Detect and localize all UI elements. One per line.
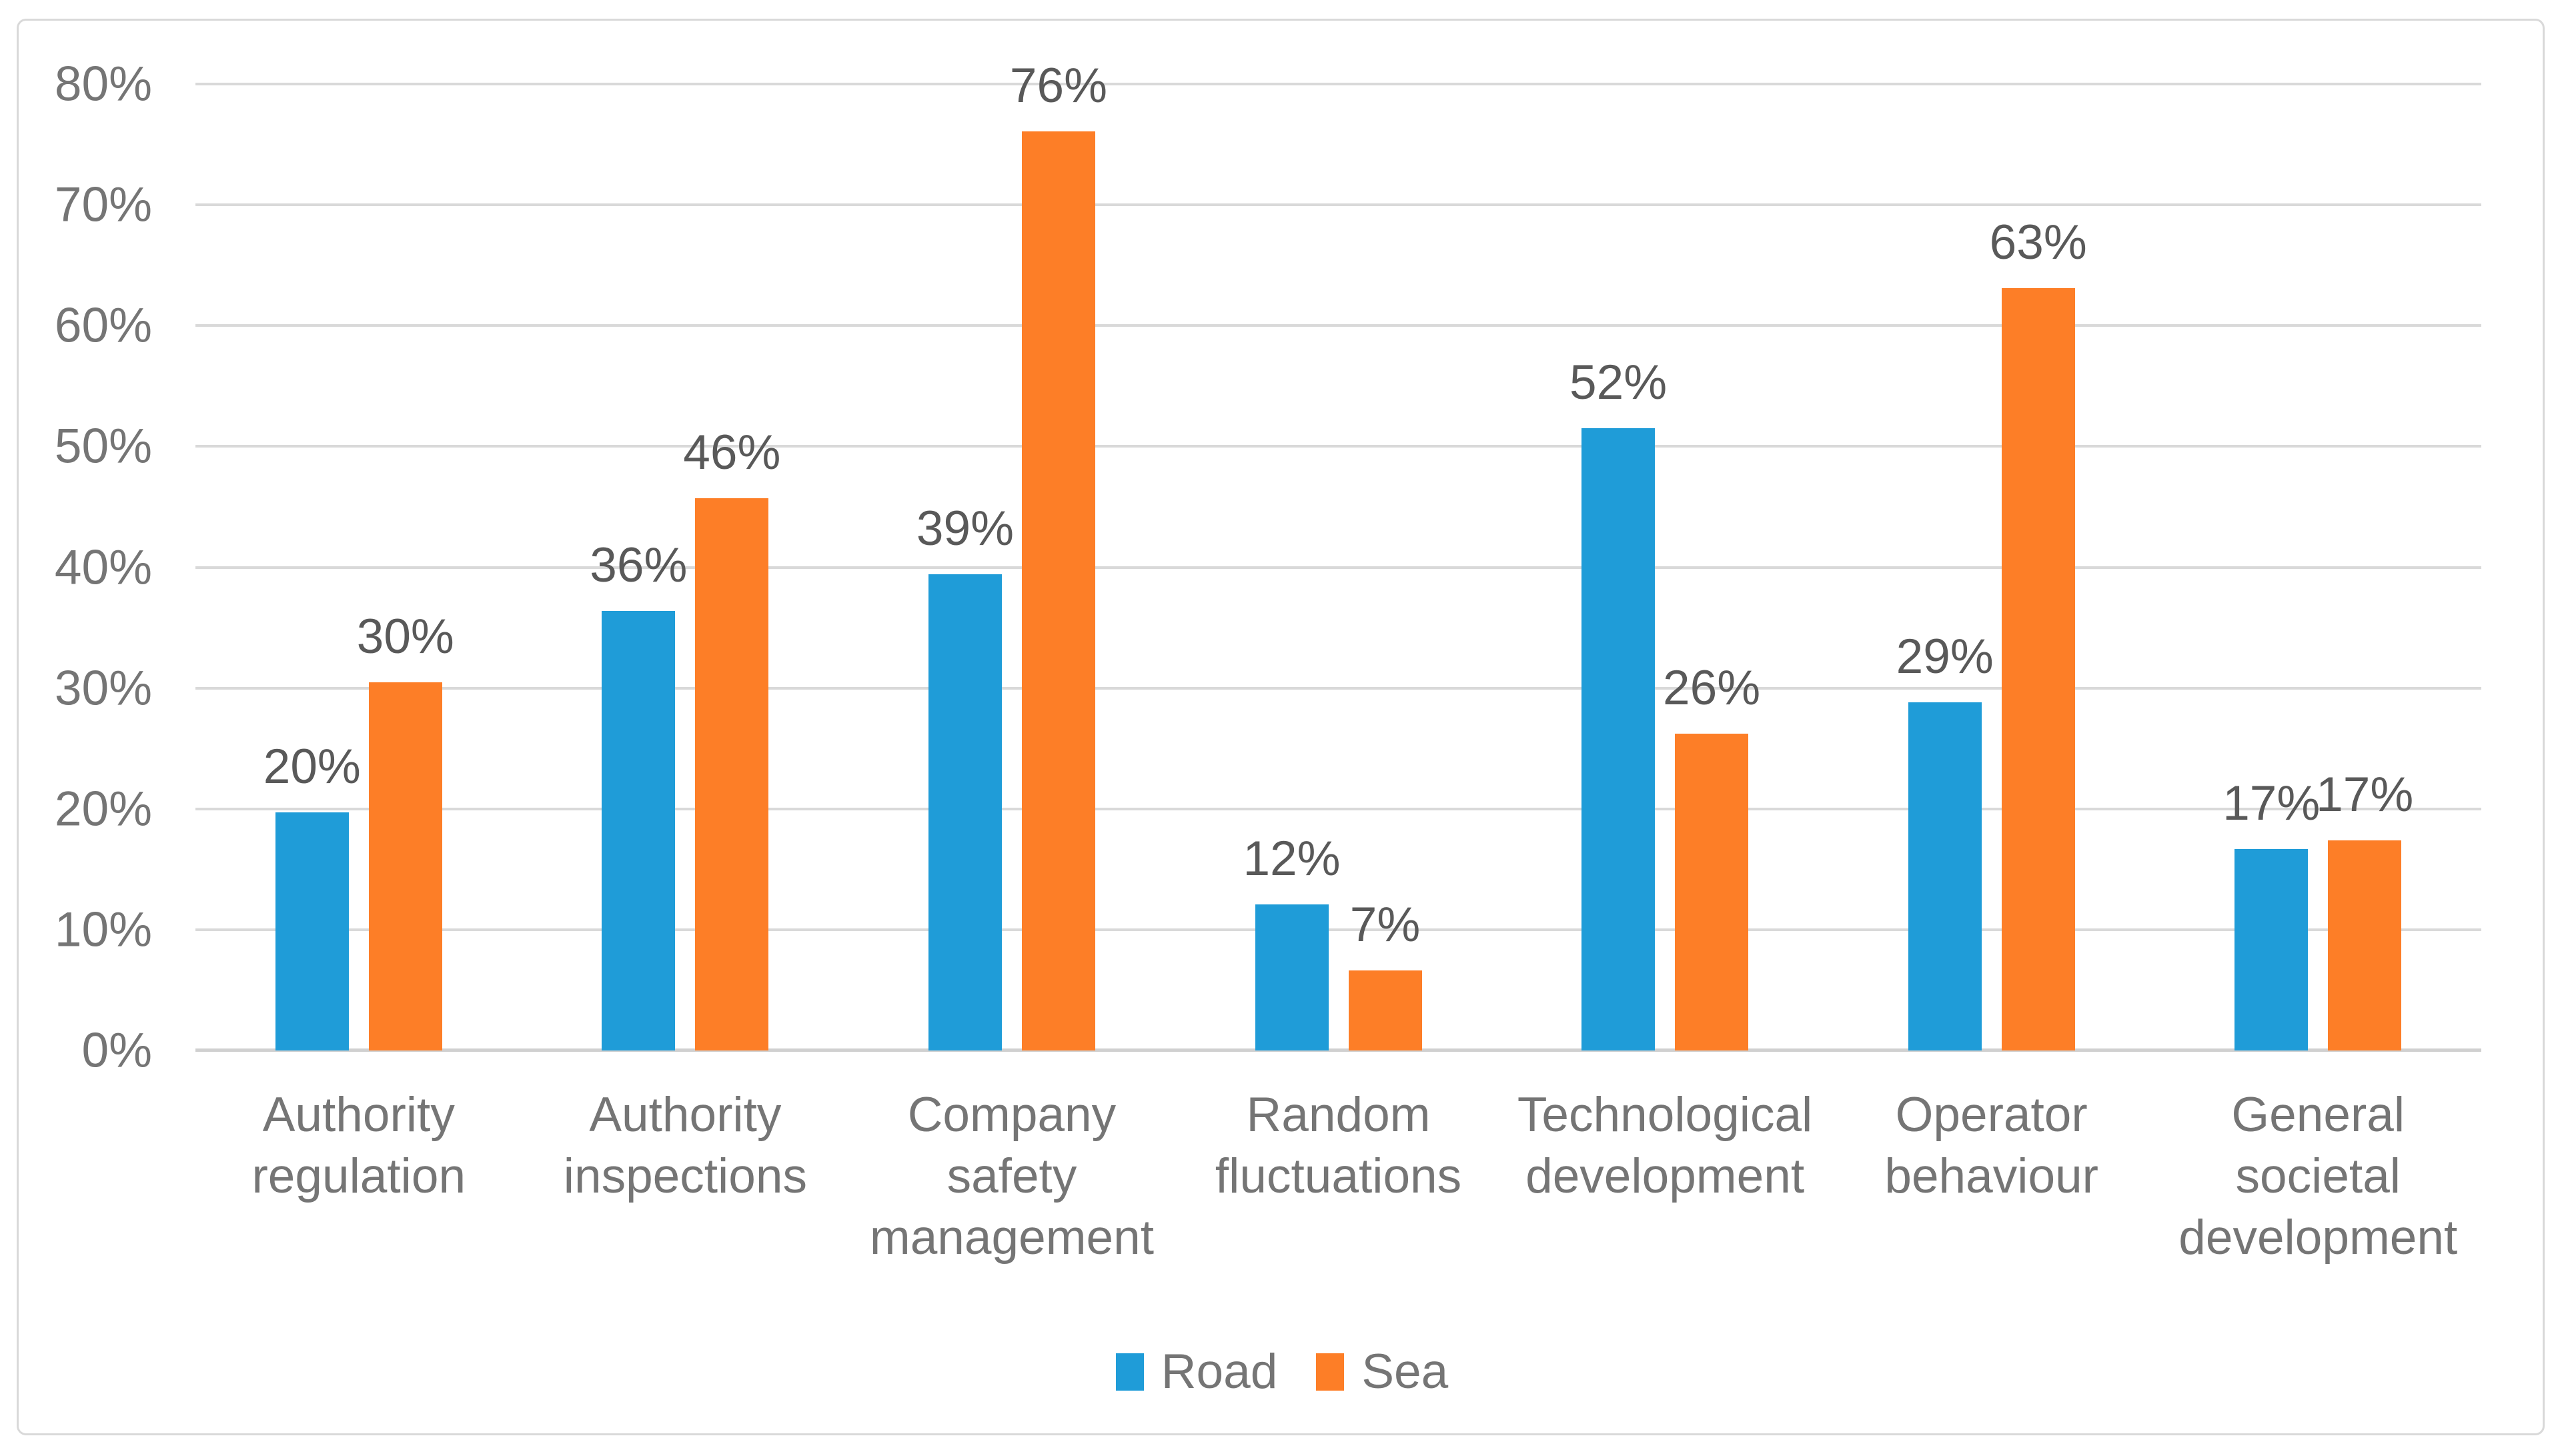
bar-value-label: 46% [683, 426, 781, 480]
category-label: Technological development [1517, 1088, 1813, 1203]
y-tick-label: 30% [54, 661, 152, 716]
gridline [195, 83, 2481, 85]
bar-value-label: 12% [1243, 831, 1341, 886]
bar-road: 39% [916, 504, 1014, 1050]
category-label: Authority inspections [563, 1088, 807, 1203]
bar-value-label: 63% [1989, 215, 2087, 270]
y-tick-label: 70% [54, 177, 152, 232]
bar-value-label: 52% [1569, 355, 1668, 410]
category-group: 36% 46% [522, 84, 849, 1050]
legend-label: Road [1161, 1345, 1278, 1399]
y-axis: 0% 10% 20% 30% 40% 50% 60% 70% 80% [0, 60, 152, 1075]
bar-road: 12% [1243, 834, 1341, 1050]
bar-sea: 76% [1010, 61, 1107, 1050]
y-tick-label: 60% [54, 298, 152, 353]
legend-item-sea: Sea [1316, 1347, 1448, 1396]
bar-value-label: 30% [356, 609, 454, 664]
category-group: 52% 26% [1501, 84, 1828, 1050]
category-label: Operator behaviour [1884, 1088, 2098, 1203]
bar-sea: 30% [357, 612, 454, 1050]
legend-swatch-road [1115, 1353, 1144, 1391]
gridline [195, 203, 2481, 207]
category-group: 39% 76% [848, 61, 1175, 1050]
x-axis-labels: Authority regulation Authority inspection… [195, 1084, 2481, 1269]
y-tick-label: 10% [54, 902, 152, 957]
category-group: 29% 63% [1828, 84, 2155, 1050]
bar-value-label: 20% [263, 740, 361, 794]
gridline [195, 807, 2481, 810]
bar-value-label: 17% [2222, 776, 2321, 830]
y-tick-label: 20% [54, 782, 152, 836]
bar-value-label: 29% [1896, 630, 1994, 684]
bar-value-label: 39% [916, 502, 1014, 556]
y-tick-label: 80% [54, 57, 152, 111]
bar-road: 17% [2222, 779, 2320, 1050]
legend-swatch-sea [1316, 1353, 1345, 1391]
category-group: 20% 30% [195, 84, 522, 1050]
legend-label: Sea [1361, 1345, 1449, 1399]
category-group: 12% 7% [1175, 84, 1502, 1050]
bar-sea: 46% [683, 428, 780, 1050]
category-label: Company safety management [869, 1088, 1154, 1265]
gridline [195, 324, 2481, 327]
category-label: Authority regulation [251, 1088, 466, 1203]
bar-road: 20% [263, 742, 361, 1050]
y-tick-label: 0% [81, 1023, 152, 1078]
bar-value-label: 7% [1349, 898, 1421, 952]
y-tick-label: 50% [54, 419, 152, 474]
x-axis-line [195, 1048, 2481, 1052]
category-group: 17% 17% [2154, 84, 2481, 1050]
bar-sea: 63% [1990, 218, 2087, 1050]
bar-sea: 26% [1663, 664, 1760, 1050]
plot-area: 20% 30% 36% 46% 39% 76% 12% 7% 52% 26% 29% 63% 17% 17… [195, 61, 2481, 1052]
bars-layer: 20% 30% 36% 46% 39% 76% 12% 7% 52% 26% 29% 63% 17% 17… [195, 61, 2481, 1050]
gridline [195, 445, 2481, 448]
bar-value-label: 36% [590, 538, 688, 592]
bar-value-label: 26% [1663, 661, 1761, 716]
bar-sea: 7% [1348, 900, 1422, 1050]
category-label: Random fluctuations [1215, 1088, 1462, 1203]
bar-road: 29% [1896, 632, 1994, 1050]
gridline [195, 686, 2481, 690]
bar-value-label: 17% [2316, 767, 2414, 822]
y-tick-label: 40% [54, 540, 152, 594]
bar-road: 36% [590, 541, 687, 1050]
legend-item-road: Road [1115, 1345, 1278, 1399]
bar-road: 52% [1569, 358, 1667, 1050]
category-label: General societal development [2178, 1088, 2458, 1265]
bar-sea: 17% [2316, 770, 2413, 1050]
gridline [195, 566, 2481, 569]
gridline [195, 928, 2481, 931]
bar-value-label: 76% [1009, 58, 1107, 113]
legend: Road Sea [0, 1347, 2564, 1396]
